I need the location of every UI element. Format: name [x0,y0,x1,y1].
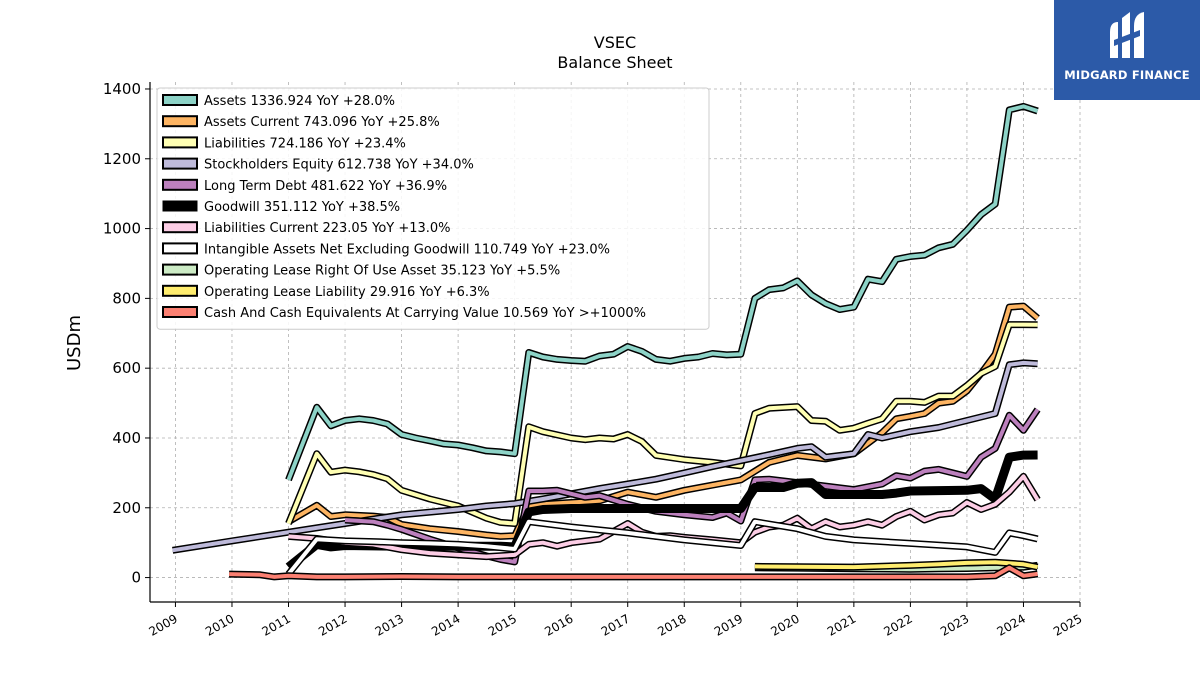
legend-item: Operating Lease Liability 29.916 YoY +6.… [162,284,490,300]
y-axis-label: USDm [64,315,85,371]
x-tick-label: 2017 [599,611,632,638]
y-tick-label: 1000 [103,220,141,238]
y-tick-label: 1400 [103,80,141,98]
series-0 [285,102,1039,482]
legend-label: Operating Lease Right Of Use Asset 35.12… [204,264,560,279]
brand-logo: MIDGARD FINANCE [1054,0,1200,100]
legend-swatch [162,136,198,149]
legend-label: Cash And Cash Equivalents At Carrying Va… [204,306,646,321]
x-tick-label: 2021 [825,611,858,638]
legend-item: Assets 1336.924 YoY +28.0% [162,94,395,109]
x-tick-label: 2024 [995,611,1028,638]
series-line-outline [286,302,1040,540]
series-line [286,104,1039,481]
legend-item: Intangible Assets Net Excluding Goodwill… [162,242,610,257]
legend-item: Cash And Cash Equivalents At Carrying Va… [162,306,646,321]
legend-label: Long Term Debt 481.622 YoY +36.9% [204,179,447,194]
series-7 [285,518,1039,577]
x-tick-label: 2011 [260,611,293,638]
legend-label: Goodwill 351.112 YoY +38.5% [204,200,400,215]
y-tick-label: 600 [112,359,141,377]
series-line [229,565,1038,579]
brand-name: MIDGARD FINANCE [1064,68,1190,82]
series-2 [285,321,1038,527]
logo-mark-icon [1110,12,1144,58]
series-1 [286,302,1040,540]
series-9 [754,558,1039,571]
legend-item: Operating Lease Right Of Use Asset 35.12… [162,263,560,279]
legend-swatch [162,242,198,255]
x-tick-label: 2019 [712,611,745,638]
x-tick-label: 2010 [203,611,236,638]
x-tick-label: 2013 [373,611,406,638]
legend-swatch [162,221,198,234]
legend-item: Liabilities Current 223.05 YoY +13.0% [162,221,451,236]
legend-label: Assets 1336.924 YoY +28.0% [204,94,395,109]
legend-label: Stockholders Equity 612.738 YoY +34.0% [204,158,474,173]
x-tick-label: 2009 [146,611,179,638]
legend: Assets 1336.924 YoY +28.0% Assets Current… [156,87,710,330]
legend-item: Assets Current 743.096 YoY +25.8% [162,115,440,130]
series-line [286,519,1039,576]
legend-item: Long Term Debt 481.622 YoY +36.9% [162,178,447,194]
legend-swatch [162,306,198,318]
legend-label: Liabilities 724.186 YoY +23.4% [204,136,406,151]
legend-label: Intangible Assets Net Excluding Goodwill… [204,242,610,257]
legend-label: Operating Lease Liability 29.916 YoY +6.… [204,285,490,300]
series-3 [172,359,1038,554]
chart-subtitle: Balance Sheet [557,53,672,72]
legend-swatch [162,94,198,106]
series-lines [172,102,1041,581]
legend-label: Liabilities Current 223.05 YoY +13.0% [204,221,451,236]
legend-swatch [162,115,198,128]
legend-swatch [162,157,198,170]
legend-item: Liabilities 724.186 YoY +23.4% [162,136,406,151]
chart-title: VSEC [594,33,636,52]
x-tick-label: 2018 [655,611,688,638]
x-tick-label: 2014 [429,611,462,638]
y-tick-label: 200 [112,499,141,517]
legend-item: Goodwill 351.112 YoY +38.5% [162,200,400,215]
legend-item: Stockholders Equity 612.738 YoY +34.0% [162,157,474,173]
y-tick-label: 800 [112,289,141,307]
y-tick-label: 1200 [103,150,141,168]
series-line [287,304,1039,539]
series-line-outline [172,359,1038,554]
x-tick-label: 2025 [1051,611,1084,638]
y-tick-label: 0 [131,569,141,587]
legend-label: Assets Current 743.096 YoY +25.8% [204,115,440,130]
series-10 [229,564,1039,581]
x-tick-label: 2016 [542,611,575,638]
series-line [172,360,1038,553]
legend-swatch [162,178,198,191]
legend-box [156,87,710,330]
series-line [286,322,1038,526]
x-tick-label: 2015 [486,611,519,638]
series-line [754,560,1038,570]
x-tick-label: 2012 [316,611,349,638]
legend-swatch [162,263,198,276]
y-tick-label: 400 [112,429,141,447]
x-tick-label: 2020 [768,611,801,638]
legend-swatch [162,200,198,212]
x-tick-label: 2022 [881,611,914,638]
x-tick-label: 2023 [938,611,971,638]
legend-swatch [162,284,198,297]
